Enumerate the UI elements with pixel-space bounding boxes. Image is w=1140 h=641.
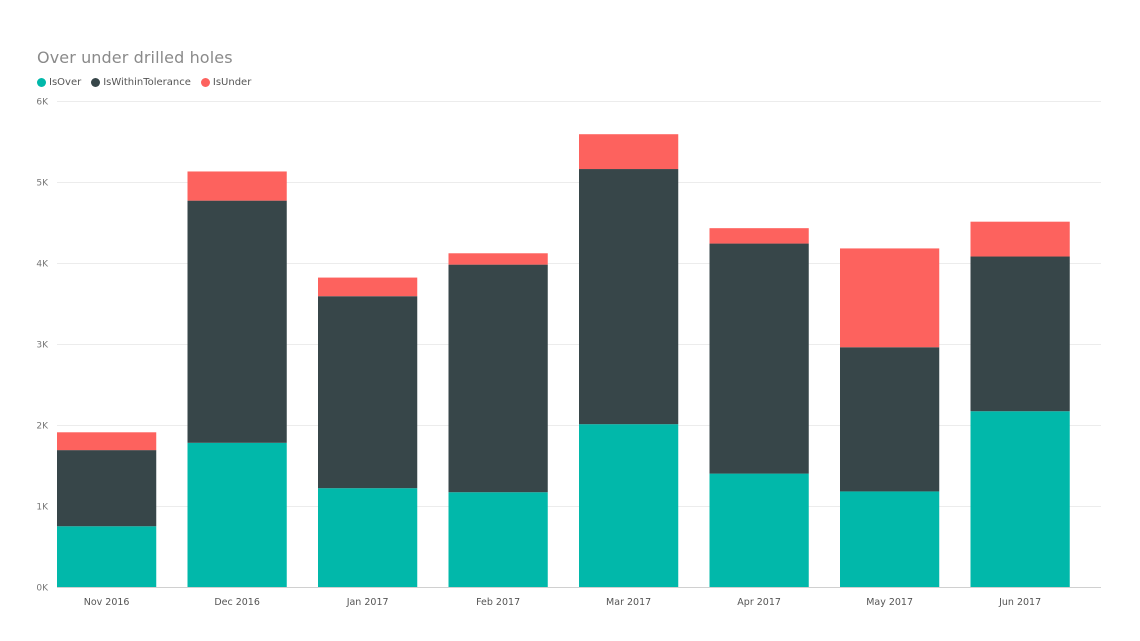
y-tick-label: 3K	[36, 341, 49, 351]
legend-dot-isover	[37, 78, 46, 87]
x-tick-label: Mar 2017	[606, 597, 651, 608]
bar-isunder-nov-2016[interactable]	[57, 432, 157, 451]
bar-isunder-dec-2016[interactable]	[187, 171, 287, 201]
x-tick-label: Nov 2016	[84, 597, 130, 608]
bar-iswithintolerance-jun-2017[interactable]	[970, 256, 1070, 412]
x-tick-label: Dec 2016	[214, 597, 260, 608]
bar-iswithintolerance-dec-2016[interactable]	[187, 200, 287, 443]
bar-isunder-jan-2017[interactable]	[318, 277, 418, 297]
x-axis: Nov 2016 Dec 2016 Jan 2017 Feb 2017 Mar 2017…	[84, 597, 1041, 608]
legend-item-isunder[interactable]: IsUnder	[200, 77, 252, 88]
legend: IsOver IsWithinTolerance IsUnder	[37, 77, 251, 88]
bar-iswithintolerance-feb-2017[interactable]	[448, 264, 548, 493]
bar-isover-feb-2017[interactable]	[448, 492, 548, 587]
y-tick-label: 1K	[36, 503, 49, 513]
bar-isover-jan-2017[interactable]	[318, 488, 418, 587]
legend-dot-iswithintolerance	[91, 78, 101, 87]
bar-iswithintolerance-mar-2017[interactable]	[579, 169, 679, 425]
y-tick-label: 2K	[36, 422, 49, 432]
x-tick-label: May 2017	[866, 597, 913, 608]
bar-isover-mar-2017[interactable]	[579, 424, 679, 587]
chart-title: Over under drilled holes	[37, 48, 233, 67]
bar-isunder-feb-2017[interactable]	[448, 253, 548, 265]
bars	[57, 134, 1070, 587]
y-axis: 0K 1K 2K 3K 4K 5K 6K	[36, 98, 49, 594]
x-tick-label: Feb 2017	[476, 597, 520, 608]
x-tick-label: Jun 2017	[998, 597, 1041, 608]
bar-iswithintolerance-apr-2017[interactable]	[709, 243, 809, 474]
legend-item-isover[interactable]: IsOver	[37, 77, 81, 88]
bar-isunder-jun-2017[interactable]	[970, 221, 1070, 257]
x-tick-label: Apr 2017	[737, 597, 781, 608]
bar-isunder-may-2017[interactable]	[840, 248, 940, 348]
y-tick-label: 6K	[36, 98, 49, 108]
legend-dot-isunder	[200, 78, 210, 87]
bar-iswithintolerance-nov-2016[interactable]	[57, 450, 157, 527]
bar-isover-dec-2016[interactable]	[187, 442, 287, 587]
bar-isunder-mar-2017[interactable]	[579, 134, 679, 170]
y-tick-label: 0K	[36, 584, 49, 594]
x-tick-label: Jan 2017	[346, 597, 389, 608]
y-tick-label: 4K	[36, 260, 49, 270]
bar-isover-may-2017[interactable]	[840, 491, 940, 587]
bar-isover-jun-2017[interactable]	[970, 411, 1070, 587]
y-tick-label: 5K	[36, 179, 49, 189]
bar-isover-apr-2017[interactable]	[709, 473, 809, 587]
legend-item-iswithintolerance[interactable]: IsWithinTolerance	[91, 77, 191, 88]
legend-label-isover: IsOver	[49, 77, 82, 88]
legend-label-iswithintolerance: IsWithinTolerance	[103, 77, 191, 88]
bar-iswithintolerance-may-2017[interactable]	[840, 347, 940, 492]
bar-isunder-apr-2017[interactable]	[709, 228, 809, 244]
legend-label-isunder: IsUnder	[212, 77, 252, 88]
bar-isover-nov-2016[interactable]	[57, 526, 157, 587]
bar-iswithintolerance-jan-2017[interactable]	[318, 296, 418, 489]
